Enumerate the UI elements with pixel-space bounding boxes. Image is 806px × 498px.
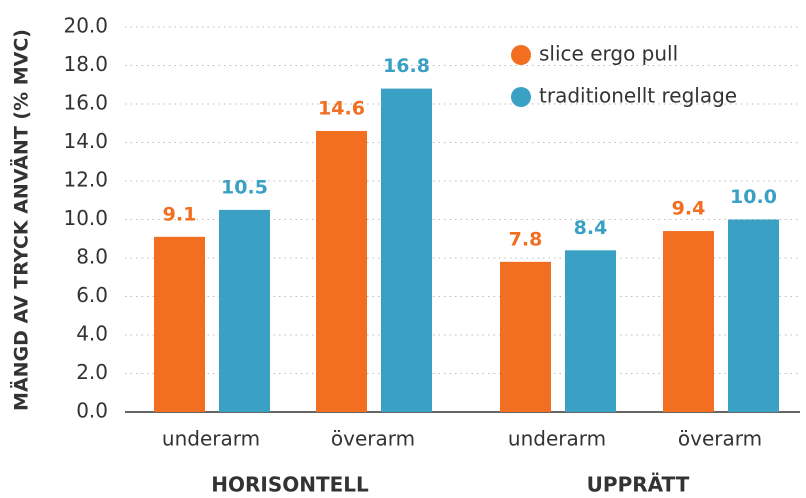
y-tick-label: 6.0 — [76, 283, 108, 307]
bar — [728, 219, 779, 412]
y-tick-label: 18.0 — [63, 52, 108, 76]
y-tick-label: 14.0 — [63, 129, 108, 153]
legend-swatch — [511, 45, 531, 65]
y-tick-label: 10.0 — [63, 206, 108, 230]
y-tick-label: 2.0 — [76, 360, 108, 384]
legend-label: slice ergo pull — [539, 42, 678, 66]
group-label: HORISONTELL — [211, 473, 369, 497]
y-tick-label: 20.0 — [63, 14, 108, 38]
value-label: 10.5 — [221, 176, 268, 198]
bar — [500, 261, 551, 412]
x-tick-label: underarm — [508, 427, 606, 451]
value-label: 7.8 — [509, 228, 543, 250]
value-label: 8.4 — [574, 217, 608, 239]
legend-label: traditionellt reglage — [539, 84, 737, 108]
x-tick-label: underarm — [162, 427, 260, 451]
value-label: 9.4 — [672, 198, 706, 220]
y-tick-label: 16.0 — [63, 91, 108, 115]
group-label: UPPRÄTT — [587, 473, 690, 497]
bar — [316, 130, 367, 412]
value-label: 10.0 — [730, 186, 777, 208]
y-tick-label: 4.0 — [76, 322, 108, 346]
value-label: 9.1 — [163, 203, 197, 225]
x-tick-label: överarm — [678, 427, 762, 451]
legend-swatch — [511, 87, 531, 107]
bar — [154, 236, 205, 412]
y-tick-label: 12.0 — [63, 168, 108, 192]
y-tick-label: 8.0 — [76, 245, 108, 269]
bar — [381, 88, 432, 412]
y-axis-title: MÄNGD AV TRYCK ANVÄNT (% MVC) — [9, 29, 33, 411]
bar — [663, 231, 714, 412]
value-label: 16.8 — [383, 55, 430, 77]
value-label: 14.6 — [318, 97, 365, 119]
bar — [219, 209, 270, 412]
y-tick-label: 0.0 — [76, 399, 108, 423]
bar — [565, 250, 616, 412]
x-tick-label: överarm — [331, 427, 415, 451]
